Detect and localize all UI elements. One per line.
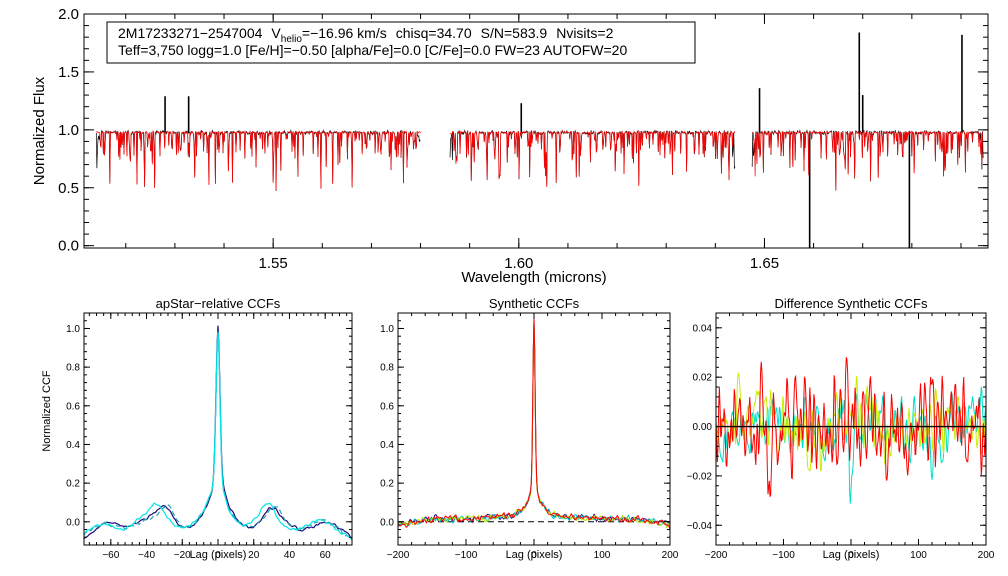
difference-ccf-traces — [716, 357, 986, 504]
synthetic-ccf-title: Synthetic CCFs — [489, 296, 580, 311]
apstar-ccf-y-tick-label: 0.4 — [66, 440, 80, 451]
apstar-ccf-plot-frame — [83, 312, 353, 546]
spectrum-plot-frame — [83, 13, 989, 249]
apstar-ccf-x-tick-label: 20 — [248, 550, 260, 561]
spectrum-ticks: 1.55 1.60 1.65 0.0 0.5 1.0 1.5 2.0 — [58, 6, 988, 272]
difference-ccf-y-tick-label: 0.02 — [693, 373, 713, 384]
spectrum-y-tick-label: 0.0 — [58, 238, 79, 255]
apstar-ccf-x-axis-label: Lag (pixels) — [190, 549, 247, 561]
difference-ccf-y-tick-label: 0.04 — [693, 323, 713, 334]
apstar-ccf-panel: −60 −40 −20 0 20 40 60 0.0 0.2 0.4 0.6 0.8 1.0 apSta… — [41, 296, 353, 561]
difference-ccf-x-tick-label: 100 — [910, 550, 927, 561]
spectrum-model-line — [96, 130, 421, 190]
spectrum-x-tick-label: 1.60 — [504, 255, 533, 272]
spectrum-model-line — [751, 130, 984, 190]
apstar-ccf-y-tick-label: 0.0 — [66, 517, 80, 528]
spectrum-x-axis-label: Wavelength (microns) — [461, 269, 606, 286]
spectrum-traces — [95, 32, 984, 248]
apstar-ccf-line — [84, 331, 352, 541]
synthetic-ccf-x-tick-label: 0 — [531, 550, 537, 561]
difference-ccf-panel: −200 −100 0 100 200 −0.04 −0.02 0.00 0.02 0.04 Di… — [687, 296, 995, 561]
apstar-ccf-y-axis-label: Normalized CCF — [41, 370, 53, 452]
apstar-ccf-line — [84, 330, 352, 538]
apstar-ccf-y-tick-label: 0.6 — [66, 401, 80, 412]
synthetic-ccf-x-tick-label: −200 — [387, 550, 410, 561]
synthetic-ccf-panel: −200 −100 0 100 200 0.0 0.2 0.4 0.6 0.8 1.0 Synthe… — [380, 296, 679, 561]
synthetic-ccf-line — [398, 324, 670, 529]
spectrum-y-tick-label: 0.5 — [58, 180, 79, 197]
apstar-ccf-traces — [84, 325, 352, 541]
difference-ccf-line — [716, 357, 986, 497]
difference-ccf-x-axis-label: Lag (pixels) — [823, 549, 880, 561]
spectrum-info-line-2: Teff=3,750 logg=1.0 [Fe/H]=−0.50 [alpha/… — [118, 42, 627, 58]
synthetic-ccf-line — [398, 319, 670, 530]
synthetic-ccf-y-tick-label: 1.0 — [380, 324, 394, 335]
apstar-ccf-y-tick-label: 1.0 — [66, 324, 80, 335]
synthetic-ccf-line — [398, 318, 670, 527]
spectrum-info-line-1: 2M17233271−2547004 Vhelio=−16.96 km/s chis… — [118, 25, 614, 45]
synthetic-ccf-plot-frame — [397, 312, 671, 546]
synthetic-ccf-y-tick-label: 0.8 — [380, 363, 394, 374]
apstar-ccf-y-tick-label: 0.2 — [66, 479, 80, 490]
difference-ccf-title: Difference Synthetic CCFs — [775, 296, 928, 311]
apstar-ccf-ticks: −60 −40 −20 0 20 40 60 0.0 0.2 0.4 0.6 0.8 1.0 — [66, 312, 352, 561]
spectrum-y-axis-label: Normalized Flux — [31, 76, 48, 185]
synthetic-ccf-y-tick-label: 0.0 — [380, 517, 394, 528]
difference-ccf-x-tick-label: −200 — [705, 550, 728, 561]
spectrum-x-tick-label: 1.55 — [259, 255, 288, 272]
synthetic-ccf-y-tick-label: 0.4 — [380, 440, 394, 451]
synthetic-ccf-y-tick-label: 0.2 — [380, 479, 394, 490]
synthetic-ccf-x-tick-label: 100 — [594, 550, 611, 561]
spectrum-y-tick-label: 2.0 — [58, 6, 79, 23]
apstar-ccf-x-tick-label: −60 — [102, 550, 119, 561]
apstar-ccf-x-tick-label: 60 — [320, 550, 332, 561]
apstar-ccf-line — [84, 325, 352, 540]
apstar-ccf-x-tick-label: 40 — [284, 550, 296, 561]
synthetic-ccf-x-tick-label: 200 — [662, 550, 679, 561]
spectrum-y-tick-label: 1.0 — [58, 122, 79, 139]
synthetic-ccf-x-tick-label: −100 — [455, 550, 478, 561]
apstar-ccf-x-tick-label: −40 — [138, 550, 155, 561]
difference-ccf-x-tick-label: −100 — [772, 550, 795, 561]
synthetic-ccf-traces — [398, 318, 670, 530]
difference-ccf-ticks: −200 −100 0 100 200 −0.04 −0.02 0.00 0.02 0.04 — [687, 313, 995, 561]
spectrum-info-box: 2M17233271−2547004 Vhelio=−16.96 km/s chis… — [106, 21, 696, 64]
spectrum-model-line — [449, 130, 736, 187]
apstar-ccf-x-tick-label: 0 — [215, 550, 221, 561]
difference-ccf-y-tick-label: 0.00 — [693, 422, 713, 433]
spectrum-y-tick-label: 1.5 — [58, 64, 79, 81]
synthetic-ccf-ticks: −200 −100 0 100 200 0.0 0.2 0.4 0.6 0.8 1.0 — [380, 312, 679, 561]
apstar-ccf-x-tick-label: −20 — [174, 550, 191, 561]
difference-ccf-x-tick-label: 200 — [978, 550, 995, 561]
synthetic-ccf-line — [398, 322, 670, 527]
synthetic-ccf-y-tick-label: 0.6 — [380, 401, 394, 412]
difference-ccf-y-tick-label: −0.04 — [687, 521, 713, 532]
spectrum-panel: 1.55 1.60 1.65 0.0 0.5 1.0 1.5 2.0 2M17233271−2… — [31, 6, 989, 286]
apstar-ccf-y-tick-label: 0.8 — [66, 363, 80, 374]
apstar-ccf-title: apStar−relative CCFs — [156, 296, 281, 311]
synthetic-ccf-x-axis-label: Lag (pixels) — [506, 549, 563, 561]
difference-ccf-x-tick-label: 0 — [848, 550, 854, 561]
difference-ccf-y-tick-label: −0.02 — [687, 471, 713, 482]
spectrum-x-tick-label: 1.65 — [750, 255, 779, 272]
